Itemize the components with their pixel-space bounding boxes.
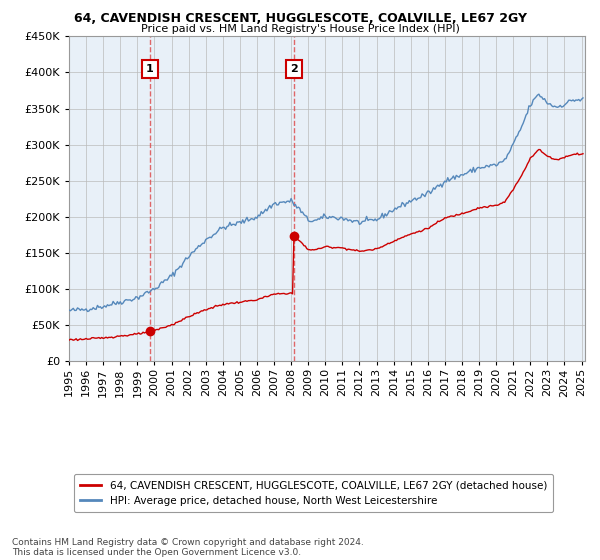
Text: Price paid vs. HM Land Registry's House Price Index (HPI): Price paid vs. HM Land Registry's House … (140, 24, 460, 34)
Text: 2: 2 (290, 64, 298, 74)
Text: 64, CAVENDISH CRESCENT, HUGGLESCOTE, COALVILLE, LE67 2GY: 64, CAVENDISH CRESCENT, HUGGLESCOTE, COA… (74, 12, 527, 25)
Legend: 64, CAVENDISH CRESCENT, HUGGLESCOTE, COALVILLE, LE67 2GY (detached house), HPI: : 64, CAVENDISH CRESCENT, HUGGLESCOTE, COA… (74, 474, 553, 512)
Text: Contains HM Land Registry data © Crown copyright and database right 2024.
This d: Contains HM Land Registry data © Crown c… (12, 538, 364, 557)
Text: 1: 1 (146, 64, 154, 74)
